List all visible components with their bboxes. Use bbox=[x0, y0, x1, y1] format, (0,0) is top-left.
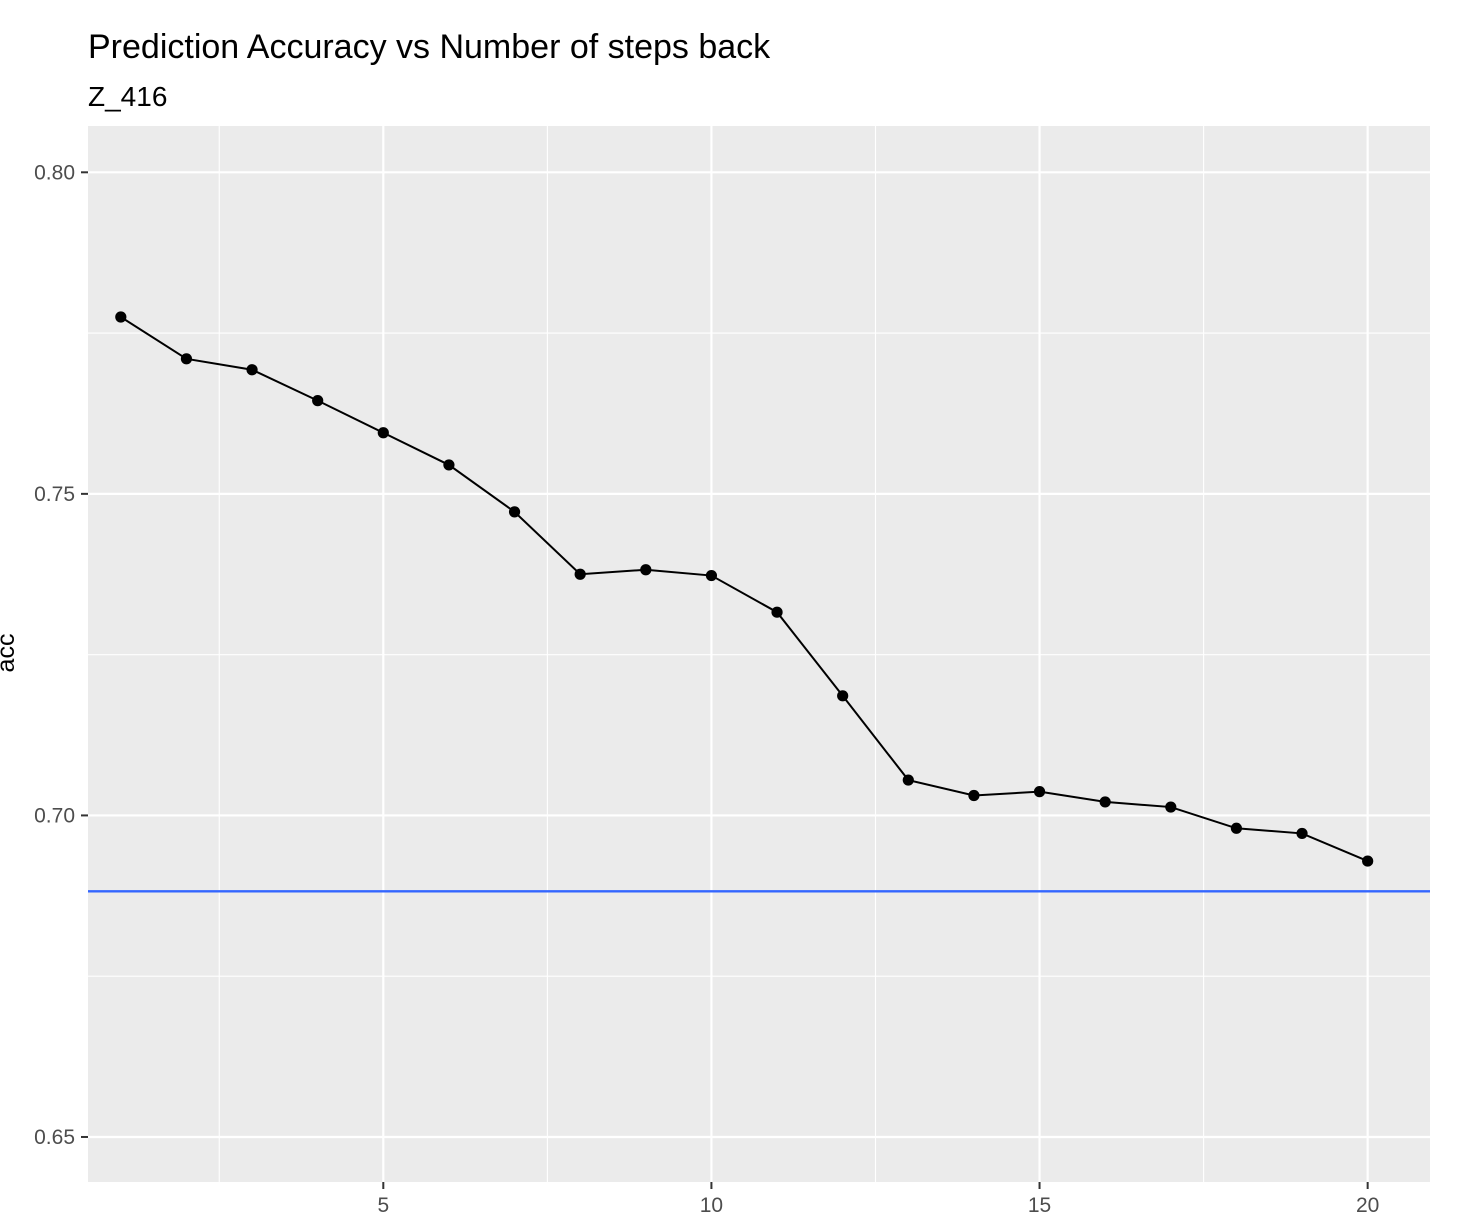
x-tick-label: 15 bbox=[1028, 1194, 1051, 1216]
data-point bbox=[837, 690, 849, 702]
data-point bbox=[902, 774, 914, 786]
data-point bbox=[640, 564, 652, 576]
data-point bbox=[1033, 786, 1046, 798]
data-point bbox=[574, 568, 586, 580]
data-point bbox=[1099, 796, 1111, 808]
plot-panel bbox=[88, 126, 1430, 1182]
data-point bbox=[968, 789, 980, 802]
data-point bbox=[377, 427, 389, 439]
x-tick-label: 5 bbox=[377, 1194, 389, 1216]
data-point bbox=[180, 353, 193, 365]
y-axis-label: acc bbox=[0, 634, 20, 673]
x-tick-label: 20 bbox=[1356, 1194, 1379, 1216]
data-point bbox=[1362, 855, 1374, 867]
data-point bbox=[1165, 801, 1177, 813]
y-tick-label: 0.80 bbox=[34, 161, 75, 184]
y-tick-label: 0.65 bbox=[34, 1126, 75, 1149]
data-point bbox=[312, 395, 324, 407]
data-point bbox=[246, 364, 258, 376]
data-point bbox=[1296, 827, 1308, 840]
data-point bbox=[1230, 822, 1243, 834]
y-tick-label: 0.70 bbox=[34, 804, 75, 827]
data-point bbox=[115, 311, 127, 323]
x-tick-label: 10 bbox=[700, 1194, 723, 1216]
data-point bbox=[771, 606, 783, 618]
chart-subtitle: Z_416 bbox=[88, 81, 167, 112]
chart-title: Prediction Accuracy vs Number of steps b… bbox=[88, 28, 771, 66]
plot-area: 5 10 15 20 0.65 0.70 0.75 0.80 bbox=[34, 126, 1430, 1216]
data-point bbox=[443, 459, 455, 471]
data-point bbox=[705, 569, 718, 582]
data-point bbox=[508, 506, 521, 518]
series-line bbox=[120, 316, 1369, 863]
y-tick-label: 0.75 bbox=[34, 483, 75, 506]
